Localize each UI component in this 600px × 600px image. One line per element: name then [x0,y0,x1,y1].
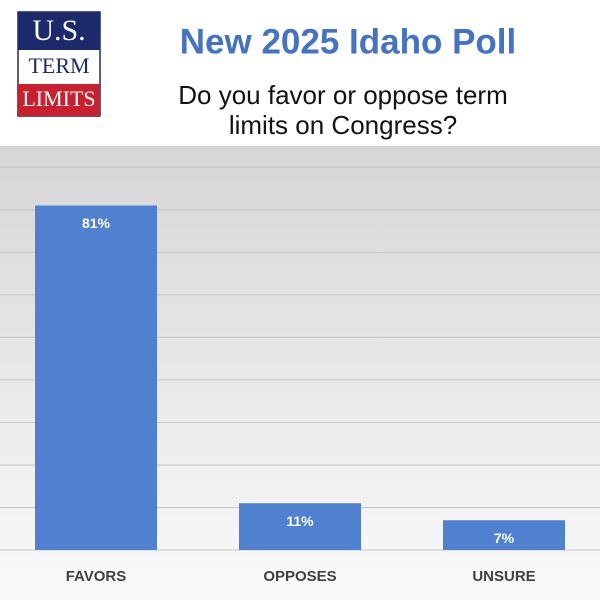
x-tick-label: FAVORS [66,568,127,585]
bar [35,205,157,550]
logo-text: LIMITS [22,86,95,111]
chart-title: New 2025 Idaho Poll [180,22,517,61]
value-label: 81% [82,215,111,231]
bar [239,503,361,550]
value-label: 7% [494,530,515,546]
logo: U.S. TERM LIMITS [17,11,101,117]
x-tick-label: UNSURE [472,568,535,585]
x-tick-label: OPPOSES [263,568,336,585]
value-label: 11% [286,513,314,529]
logo-top [18,12,100,50]
chart-subtitle: Do you favor or oppose term limits on Co… [178,80,508,140]
logo-bottom [18,84,100,116]
logo-text: U.S. [32,14,85,47]
bar [443,520,565,550]
logo-text: TERM [28,53,89,78]
